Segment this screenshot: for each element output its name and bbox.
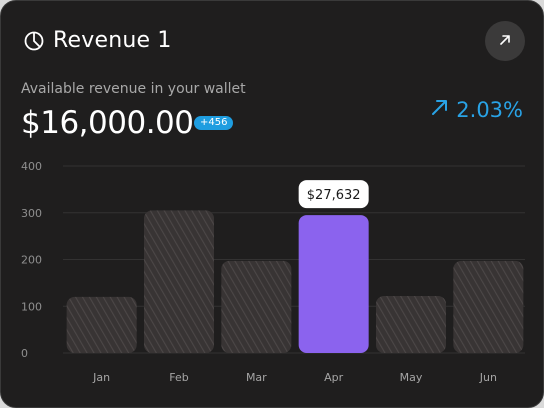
growth-indicator: 2.03% xyxy=(430,97,523,122)
bar xyxy=(144,210,214,353)
revenue-amount: $16,000.00 xyxy=(21,105,194,141)
bar xyxy=(453,260,524,353)
expand-button[interactable] xyxy=(485,21,525,61)
y-tick-label: 100 xyxy=(21,300,42,313)
y-tick-label: 0 xyxy=(21,347,28,360)
pie-chart-icon xyxy=(23,30,45,52)
y-tick-label: 300 xyxy=(21,207,42,220)
trend-arrow-icon xyxy=(430,97,450,122)
bar-highlighted xyxy=(298,215,369,353)
arrow-up-right-icon xyxy=(498,32,512,51)
x-tick-label: Jan xyxy=(92,371,110,384)
delta-badge: +456 xyxy=(194,116,234,130)
bar xyxy=(376,295,446,353)
x-tick-label: Feb xyxy=(169,371,188,384)
bar xyxy=(221,260,292,353)
x-tick-label: May xyxy=(400,371,423,384)
x-tick-label: Apr xyxy=(324,371,344,384)
tooltip-value: $27,632 xyxy=(307,188,361,203)
card-title: Revenue 1 xyxy=(53,28,172,53)
tooltip xyxy=(298,180,369,209)
bar xyxy=(66,296,137,353)
growth-percent: 2.03% xyxy=(456,97,523,122)
y-tick-label: 400 xyxy=(21,160,42,173)
x-tick-label: Mar xyxy=(246,371,267,384)
wallet-subtitle: Available revenue in your wallet xyxy=(21,81,246,97)
y-tick-label: 200 xyxy=(21,254,42,267)
x-tick-label: Jun xyxy=(479,371,497,384)
